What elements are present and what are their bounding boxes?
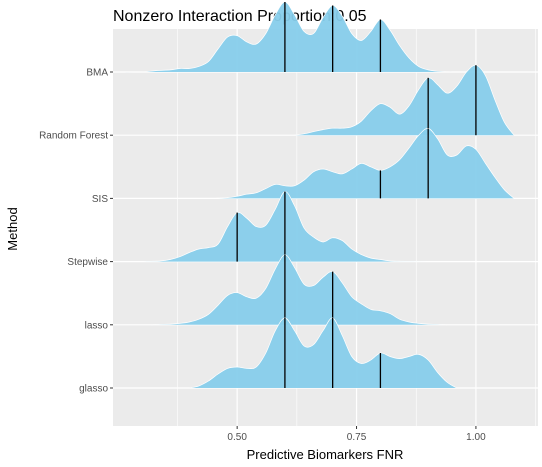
density-area bbox=[213, 128, 515, 199]
density-outline bbox=[117, 1, 453, 73]
y-tick-label: BMA bbox=[86, 68, 108, 79]
x-tick-labels: 0.50 0.75 1.00 bbox=[227, 426, 486, 443]
density-outline bbox=[213, 128, 515, 199]
ridge-stepwise bbox=[141, 191, 429, 262]
x-tick-label: 0.50 bbox=[227, 432, 247, 443]
density-outline bbox=[151, 254, 448, 326]
y-tick-label: Random Forest bbox=[39, 131, 108, 142]
ridge-bma bbox=[117, 1, 453, 73]
density-area bbox=[294, 65, 515, 136]
ridge-random-forest bbox=[294, 64, 515, 136]
y-tick-label: glasso bbox=[79, 384, 108, 395]
x-tick-label: 0.75 bbox=[347, 432, 367, 443]
y-tick-labels: BMA Random Forest SIS Stepwise lasso glasso bbox=[39, 68, 113, 395]
density-area bbox=[189, 317, 457, 388]
ridges bbox=[117, 1, 515, 389]
ridge-glasso bbox=[189, 317, 457, 389]
y-axis-label: Method bbox=[5, 207, 20, 250]
chart-title: Nonzero Interaction Proportion:0.05 bbox=[113, 8, 367, 25]
x-axis-label: Predictive Biomarkers FNR bbox=[247, 447, 404, 462]
y-tick-label: lasso bbox=[85, 320, 109, 331]
density-outline bbox=[189, 317, 457, 389]
ridge-lasso bbox=[151, 254, 448, 326]
density-outline bbox=[294, 64, 515, 136]
ridge-sis bbox=[213, 128, 515, 199]
density-area bbox=[151, 254, 448, 325]
y-tick-label: SIS bbox=[92, 194, 108, 205]
x-tick-label: 1.00 bbox=[466, 432, 486, 443]
y-tick-label: Stepwise bbox=[67, 257, 108, 268]
